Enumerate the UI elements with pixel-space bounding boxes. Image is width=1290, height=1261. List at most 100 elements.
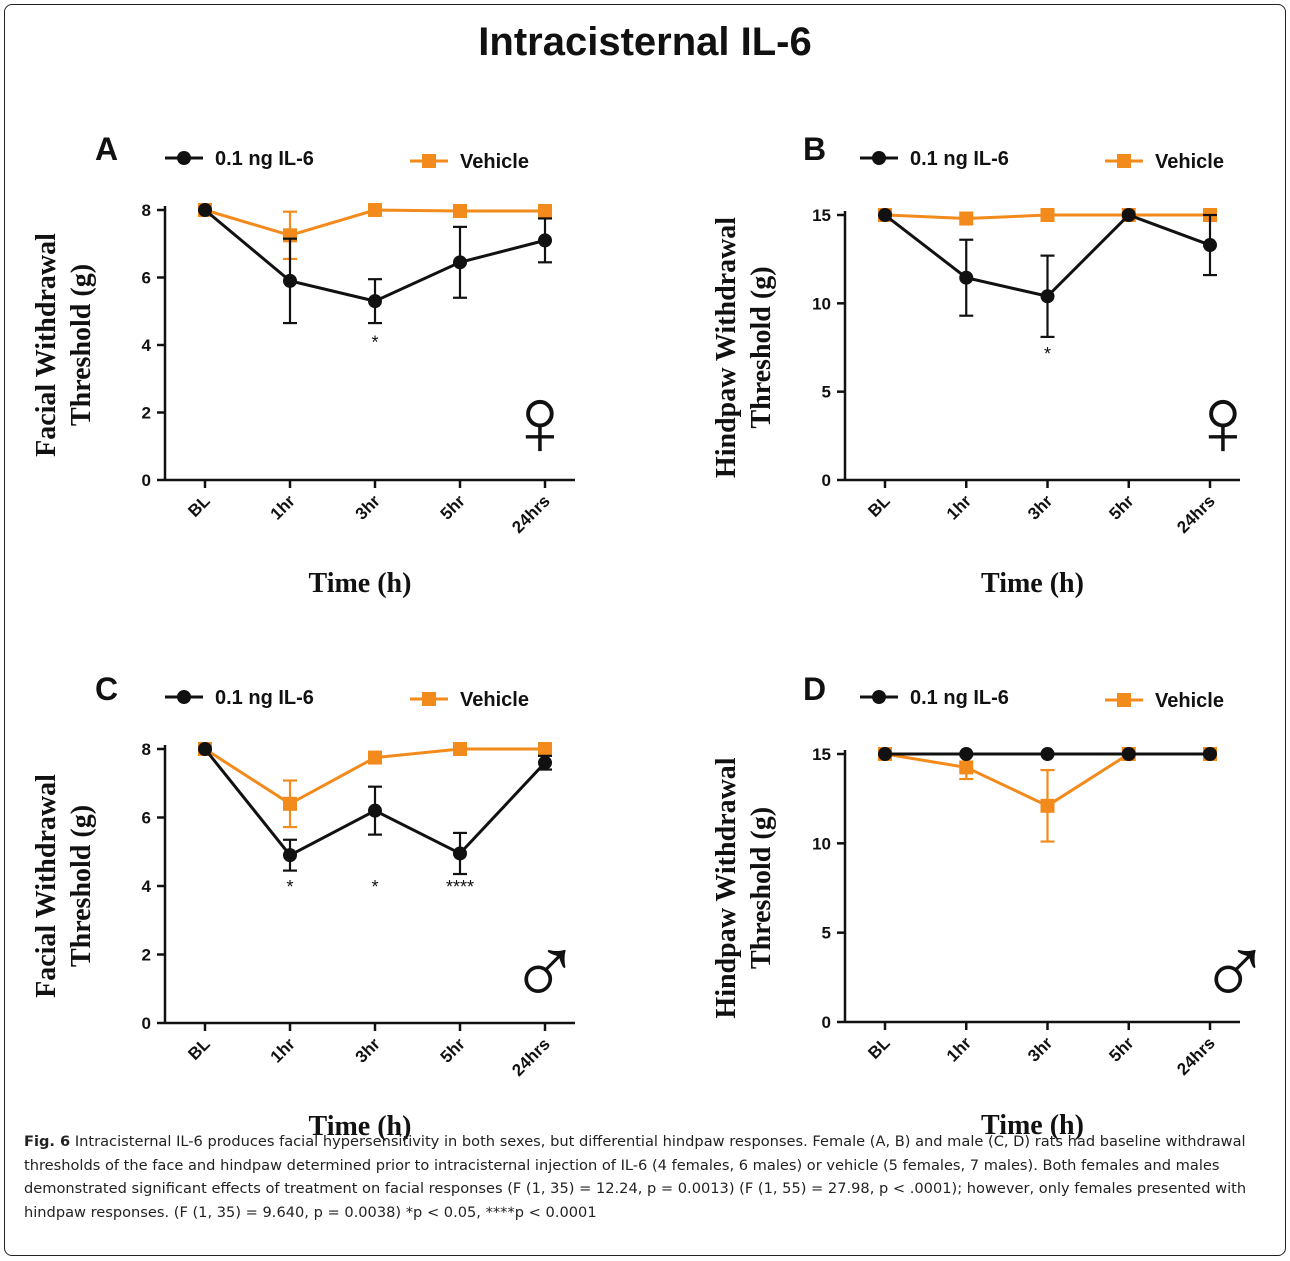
x-tick-label: 5hr — [1105, 491, 1137, 523]
data-point-vehicle — [538, 742, 552, 756]
data-point-il6 — [1040, 289, 1055, 304]
figure-title: Intracisternal IL-6 — [478, 20, 812, 64]
legend-label: Vehicle — [460, 151, 529, 173]
x-tick-label: BL — [864, 491, 893, 520]
data-point-il6 — [283, 273, 297, 288]
data-point-vehicle — [453, 204, 467, 219]
legend-label: 0.1 ng IL-6 — [215, 687, 314, 709]
x-tick-label: 3hr — [352, 491, 384, 523]
significance-marker: * — [286, 877, 293, 897]
figure-frame — [4, 4, 1286, 1256]
x-tick-label: 1hr — [943, 491, 975, 523]
y-axis-title-line2: Threshold (g) — [66, 805, 97, 967]
x-tick-label: 24hrs — [508, 491, 554, 537]
x-tick-label: BL — [184, 491, 213, 520]
data-point-il6 — [1203, 238, 1217, 253]
data-point-vehicle — [368, 750, 382, 765]
y-tick-label: 5 — [822, 383, 831, 402]
panel-c-chart: C 0.1 ng IL-6 Vehicle 0 2 4 6 8 BL 1hr 3hr 5hr 24hrs… — [31, 671, 582, 1142]
x-tick-label: 24hrs — [508, 1034, 554, 1080]
significance-marker: * — [1044, 344, 1051, 364]
x-tick-label: 5hr — [1105, 1033, 1137, 1065]
y-tick-label: 8 — [142, 201, 151, 220]
data-point-vehicle — [283, 796, 297, 811]
x-tick-label: BL — [864, 1033, 893, 1062]
panel-a-chart: A 0.1 ng IL-6 Vehicle 0 2 4 6 8 BL 1hr 3hr 5hr 24hrs… — [31, 131, 577, 599]
data-point-vehicle — [1040, 798, 1055, 813]
y-tick-label: 2 — [142, 946, 151, 965]
female-symbol-icon: ♀ — [503, 366, 577, 476]
significance-marker: * — [371, 332, 378, 352]
y-axis-title-line1: Hindpaw Withdrawal — [711, 757, 742, 1018]
data-point-il6 — [1203, 747, 1217, 761]
data-point-il6 — [538, 233, 552, 248]
data-point-il6 — [1121, 747, 1136, 761]
data-point-il6 — [1121, 208, 1136, 222]
y-tick-label: 6 — [142, 809, 151, 828]
female-symbol-icon: ♀ — [1186, 366, 1260, 476]
data-point-il6 — [453, 846, 467, 861]
data-point-il6 — [198, 742, 212, 756]
x-tick-label: 5hr — [437, 491, 469, 523]
x-tick-label: 24hrs — [1173, 1033, 1219, 1079]
x-tick-label: 1hr — [267, 491, 299, 523]
y-tick-label: 10 — [812, 294, 831, 313]
legend-label: Vehicle — [1155, 151, 1224, 173]
y-tick-label: 15 — [812, 745, 831, 764]
legend-marker — [1117, 154, 1131, 168]
y-axis-title-line1: Facial Withdrawal — [31, 233, 62, 457]
legend-label: 0.1 ng IL-6 — [910, 148, 1009, 170]
x-axis-title: Time (h) — [981, 1110, 1084, 1141]
significance-marker: **** — [446, 877, 474, 897]
y-tick-label: 10 — [812, 834, 831, 853]
data-point-il6 — [878, 208, 892, 222]
data-point-il6 — [198, 203, 212, 217]
legend-label: 0.1 ng IL-6 — [215, 148, 314, 170]
y-axis-title-line1: Hindpaw Withdrawal — [711, 217, 742, 478]
data-point-il6 — [368, 294, 382, 309]
data-point-vehicle — [959, 211, 974, 226]
y-axis-title-line2: Threshold (g) — [746, 266, 777, 428]
caption-text: Intracisternal IL-6 produces facial hype… — [24, 1133, 1247, 1221]
x-axis-title: Time (h) — [309, 568, 412, 599]
y-tick-label: 6 — [142, 269, 151, 288]
legend-label: 0.1 ng IL-6 — [910, 687, 1009, 709]
y-axis-title-line2: Threshold (g) — [746, 807, 777, 969]
legend-label: Vehicle — [460, 689, 529, 711]
panel-letter: B — [803, 131, 826, 167]
panel-letter: C — [95, 671, 118, 707]
y-tick-label: 2 — [142, 404, 151, 423]
legend-marker — [872, 151, 886, 165]
x-tick-label: 3hr — [1024, 1033, 1056, 1065]
y-tick-label: 0 — [822, 1013, 831, 1032]
legend-marker — [177, 690, 191, 704]
data-point-vehicle — [959, 760, 974, 775]
male-symbol-icon: ♂ — [1198, 916, 1272, 1026]
y-axis-title-line1: Facial Withdrawal — [31, 774, 62, 998]
x-tick-label: 3hr — [352, 1034, 384, 1066]
x-tick-label: 5hr — [437, 1034, 469, 1066]
panel-b-chart: B 0.1 ng IL-6 Vehicle 0 5 10 15 BL 1hr 3hr 5hr 24hr… — [711, 131, 1260, 599]
y-tick-label: 0 — [822, 471, 831, 490]
data-point-il6 — [1040, 747, 1055, 761]
legend-marker — [872, 690, 886, 704]
panel-letter: A — [95, 131, 118, 167]
data-point-il6 — [878, 747, 892, 761]
x-tick-label: 1hr — [267, 1034, 299, 1066]
y-tick-label: 0 — [142, 1014, 151, 1033]
figure-caption: Fig. 6 Intracisternal IL-6 produces faci… — [24, 1130, 1269, 1224]
data-point-il6 — [368, 803, 382, 818]
data-point-vehicle — [538, 204, 552, 219]
data-point-vehicle — [453, 742, 467, 756]
x-tick-label: 3hr — [1024, 491, 1056, 523]
x-tick-label: BL — [184, 1034, 213, 1063]
data-point-il6 — [959, 270, 974, 285]
y-tick-label: 15 — [812, 206, 831, 225]
legend-label: Vehicle — [1155, 690, 1224, 712]
x-axis-title: Time (h) — [981, 568, 1084, 599]
data-point-il6 — [538, 755, 552, 770]
y-axis-title-line2: Threshold (g) — [66, 264, 97, 426]
significance-marker: * — [371, 877, 378, 897]
y-tick-label: 4 — [142, 877, 152, 896]
x-tick-label: 24hrs — [1173, 491, 1219, 537]
